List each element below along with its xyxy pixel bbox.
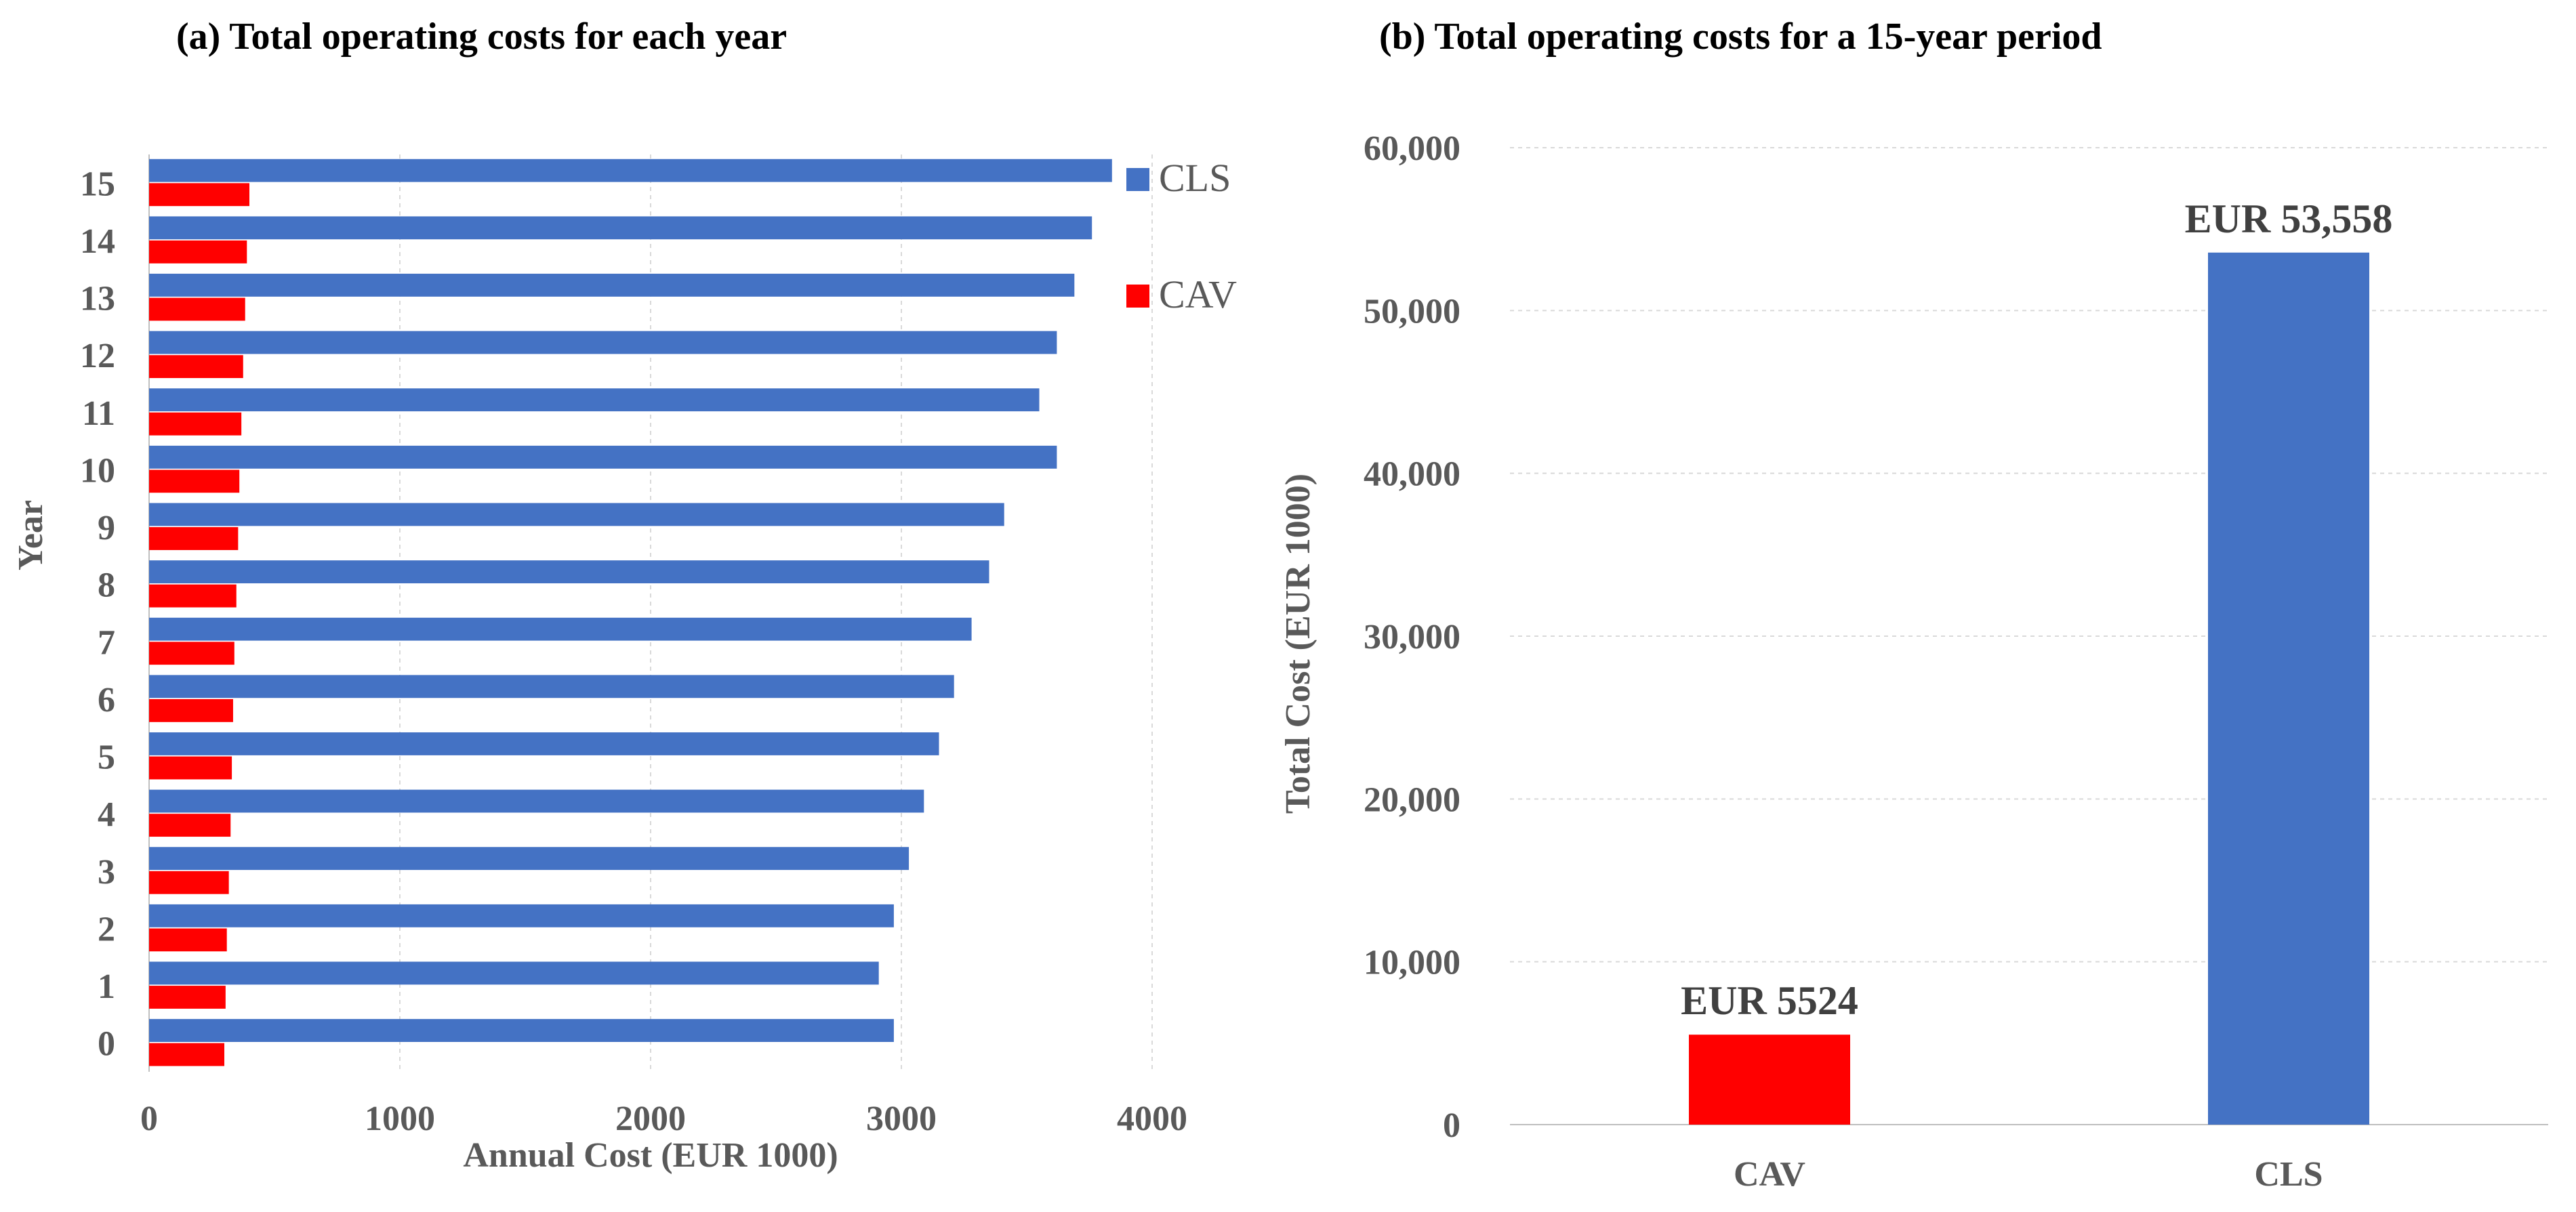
panel-a-legend-swatch-cav: [1126, 285, 1149, 308]
panel-a-y-tick-label: 8: [98, 566, 115, 605]
panel-b-x-tick-label: CAV: [1734, 1155, 1805, 1194]
panel-b-bar-cls: [2208, 252, 2369, 1125]
panel-b-y-tick-label: 60,000: [1364, 129, 1460, 168]
panel-a-bar-cls-year-6: [149, 675, 954, 698]
panel-a-bar-cls-year-15: [149, 159, 1112, 182]
panel-a-title: (a) Total operating costs for each year: [176, 16, 787, 58]
panel-b-y-tick-label: 40,000: [1364, 455, 1460, 494]
panel-a-y-axis-label: Year: [12, 500, 50, 570]
panel-b-category-ticks: CAV CLS: [1734, 1155, 2323, 1194]
panel-a-bar-cav-year-3: [149, 871, 229, 894]
panel-a-bar-cls-year-11: [149, 388, 1040, 412]
panel-b-y-tick-label: 50,000: [1364, 292, 1460, 331]
panel-b-data-label-cls: EUR 53,558: [2185, 196, 2393, 241]
panel-a-x-axis-label: Annual Cost (EUR 1000): [463, 1136, 838, 1175]
panel-a-bar-cls-year-1: [149, 961, 879, 985]
panel-a-bar-cls-year-12: [149, 331, 1057, 354]
panel-a-bar-cls-year-8: [149, 560, 989, 583]
panel-a-x-tick-label: 2000: [615, 1100, 686, 1138]
panel-a-y-tick-label: 5: [98, 738, 115, 777]
panel-b-x-tick-label: CLS: [2254, 1155, 2323, 1194]
panel-b-bars: [1689, 252, 2369, 1125]
panel-a-bar-cav-year-2: [149, 928, 227, 952]
panel-a-x-tick-label: 4000: [1117, 1100, 1187, 1138]
panel-a-y-tick-label: 10: [80, 451, 115, 490]
panel-b-y-tick-label: 30,000: [1364, 618, 1460, 656]
panel-a-bar-cav-year-6: [149, 698, 233, 722]
panel-a-cost-ticks: 0 1000 2000 3000 4000: [140, 1100, 1187, 1138]
panel-a-bars: [149, 159, 1112, 1066]
panel-a-bar-cav-year-4: [149, 814, 231, 837]
panel-a-bar-cls-year-13: [149, 274, 1075, 297]
panel-a-bar-cls-year-7: [149, 617, 972, 641]
panel-a-legend-swatch-cls: [1126, 168, 1149, 191]
panel-a-bar-cls-year-14: [149, 216, 1092, 240]
panel-a-bar-cav-year-5: [149, 756, 232, 780]
panel-b-cost-ticks: 0 10,000 20,000 30,000 40,000 50,000 60,000: [1364, 129, 1460, 1145]
panel-a-y-tick-label: 2: [98, 910, 115, 948]
panel-a-bar-cls-year-0: [149, 1019, 894, 1042]
panel-a-y-tick-label: 3: [98, 853, 115, 892]
panel-a-bar-cav-year-11: [149, 412, 242, 436]
panel-a-y-tick-label: 11: [82, 394, 115, 433]
panel-a-bar-cav-year-15: [149, 183, 249, 207]
panel-b-y-tick-label: 20,000: [1364, 780, 1460, 819]
panel-a-bar-cav-year-10: [149, 469, 240, 493]
panel-a-y-tick-label: 12: [80, 337, 115, 375]
panel-a-y-tick-label: 4: [98, 795, 115, 834]
panel-b-total-costs: (b) Total operating costs for a 15-year …: [1279, 16, 2548, 1194]
panel-a-x-tick-label: 0: [140, 1100, 158, 1138]
panel-b-y-tick-label: 10,000: [1364, 944, 1460, 982]
panel-a-bar-cls-year-9: [149, 503, 1004, 526]
panel-a-bar-cav-year-8: [149, 584, 237, 608]
panel-a-bar-cav-year-12: [149, 355, 243, 379]
panel-a-y-tick-label: 9: [98, 509, 115, 547]
panel-a-legend-label-cav: CAV: [1159, 272, 1237, 316]
panel-b-bar-cav: [1689, 1035, 1850, 1125]
panel-a-bar-cls-year-10: [149, 445, 1057, 469]
panel-a-bar-cav-year-7: [149, 642, 234, 665]
panel-b-data-label-cav: EUR 5524: [1681, 978, 1858, 1023]
panel-a-y-tick-label: 0: [98, 1025, 115, 1064]
panel-b-data-labels: EUR 5524 EUR 53,558: [1681, 196, 2392, 1023]
panel-a-legend-label-cls: CLS: [1159, 156, 1231, 200]
panel-a-bar-cls-year-3: [149, 847, 909, 871]
panel-a-bar-cav-year-0: [149, 1043, 224, 1066]
panel-a-y-tick-label: 1: [98, 967, 115, 1006]
panel-a-bar-cav-year-14: [149, 240, 247, 264]
panel-b-title: (b) Total operating costs for a 15-year …: [1379, 16, 2102, 58]
panel-a-bar-cls-year-5: [149, 732, 939, 755]
panel-a-y-tick-label: 14: [80, 222, 115, 261]
panel-a-x-tick-label: 3000: [866, 1100, 937, 1138]
panel-a-bar-cav-year-9: [149, 527, 239, 550]
panel-a-legend: CLS CAV: [1126, 156, 1237, 316]
panel-b-y-axis-label: Total Cost (EUR 1000): [1279, 474, 1317, 814]
panel-a-y-tick-label: 6: [98, 681, 115, 719]
panel-a-y-tick-label: 15: [80, 165, 115, 203]
panel-a-annual-costs: (a) Total operating costs for each year …: [12, 16, 1237, 1175]
panel-a-y-tick-label: 7: [98, 623, 115, 662]
panel-a-bar-cls-year-4: [149, 789, 924, 813]
panel-b-y-tick-label: 0: [1443, 1106, 1460, 1145]
panel-a-bar-cav-year-13: [149, 297, 245, 321]
panel-a-bar-cav-year-1: [149, 986, 226, 1009]
panel-b-gridlines: [1510, 147, 2548, 1125]
panel-a-bar-cls-year-2: [149, 904, 894, 927]
panel-a-x-tick-label: 1000: [365, 1100, 435, 1138]
panel-a-y-tick-label: 13: [80, 280, 115, 318]
